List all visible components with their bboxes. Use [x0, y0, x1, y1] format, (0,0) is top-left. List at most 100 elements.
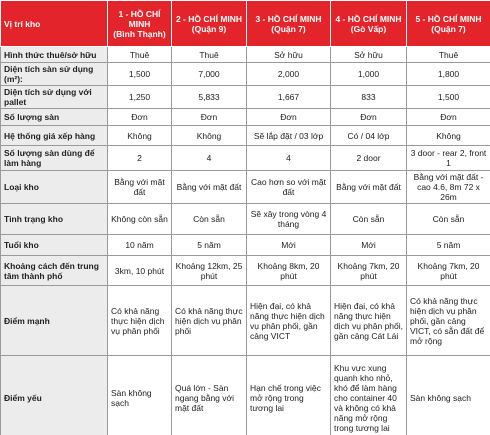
cell: 1,000 — [330, 62, 407, 86]
cell: Sàn không sạch — [406, 355, 490, 435]
cell: 833 — [330, 85, 407, 109]
row-label: Điểm mạnh — [0, 285, 108, 356]
row-label: Tuổi kho — [0, 234, 108, 256]
cell: Không — [107, 125, 172, 146]
row-label: Hình thức thuê/sở hữu — [0, 46, 108, 63]
cell: Hiện đại, có khả năng thực hiện dịch vụ … — [246, 285, 331, 356]
cell: Quá lớn - Sàn ngang bằng với mặt đất — [171, 355, 247, 435]
cell: Khu vực xung quanh kho nhỏ, khó để làm h… — [330, 355, 407, 435]
cell: Đơn — [107, 108, 172, 126]
header-cell: Vị trí kho — [0, 0, 108, 47]
cell: Đơn — [330, 108, 407, 126]
row-label: Tình trạng kho — [0, 203, 108, 235]
table-row: Loại kho Bằng với mặt đất Bằng với mặt đất… — [0, 170, 490, 204]
table-row: Số lượng sàn Đơn Đơn Đơn Đơn Đơn — [0, 108, 490, 126]
header-sub: (Quận 7) — [431, 23, 466, 34]
cell: Sở hữu — [330, 46, 407, 63]
cell: 2 — [107, 145, 172, 171]
cell: 5,833 — [171, 85, 247, 109]
cell: 2,000 — [246, 62, 331, 86]
header-sub: (Quận 7) — [271, 23, 306, 34]
cell: Có khả năng thực hiện dịch vụ phân phối — [107, 285, 172, 356]
row-label: Hệ thống giá xếp hàng — [0, 125, 108, 146]
cell: Cao hơn so với mặt đất — [246, 170, 331, 204]
cell: Thuê — [171, 46, 247, 63]
cell: Không còn sẵn — [107, 203, 172, 235]
cell: Hiện đại, có khả năng thực hiện dịch vụ … — [330, 285, 407, 356]
header-name: 2 - HỒ CHÍ MINH — [175, 13, 243, 24]
cell: Bằng với mặt đất — [107, 170, 172, 204]
cell: 2 door — [330, 145, 407, 171]
header-cell: 3 - HỒ CHÍ MINH (Quận 7) — [246, 0, 331, 47]
row-label: Khoảng cách đến trung tâm thành phố — [0, 255, 108, 286]
cell: Còn sẵn — [171, 203, 247, 235]
cell: Còn sẵn — [406, 203, 490, 235]
header-name: Vị trí kho — [4, 18, 41, 29]
cell: Mới — [246, 234, 331, 256]
cell: Không — [171, 125, 247, 146]
table-row: Diện tích sàn sử dụng (m²): 1,500 7,000 2,0… — [0, 62, 490, 86]
cell: 1,500 — [107, 62, 172, 86]
cell: 5 năm — [406, 234, 490, 256]
table-row: Điểm mạnh Có khả năng thực hiện dịch vụ p… — [0, 285, 490, 356]
cell: Không — [406, 125, 490, 146]
cell: Thuê — [107, 46, 172, 63]
table-row: Khoảng cách đến trung tâm thành phố 3km, … — [0, 255, 490, 286]
cell: Khoảng 7km, 20 phút — [330, 255, 407, 286]
table-row: Hình thức thuê/sở hữu Thuê Thuê Sở hữu Sở hữ… — [0, 46, 490, 63]
table-row: Diện tích sử dụng với pallet 1,250 5,833 1,… — [0, 85, 490, 109]
cell: 5 năm — [171, 234, 247, 256]
table-row: Số lượng sàn dùng để làm hàng 2 4 4 2 door 3 … — [0, 145, 490, 171]
header-cell: 4 - HỒ CHÍ MINH (Gò Vấp) — [330, 0, 407, 47]
cell: Đơn — [406, 108, 490, 126]
cell: 4 — [171, 145, 247, 171]
cell: Sàn không sạch — [107, 355, 172, 435]
header-sub: (Gò Vấp) — [350, 23, 387, 34]
table-row: Tuổi kho 10 năm 5 năm Mới Mới 5 năm — [0, 234, 490, 256]
cell: Bằng với mặt đất - cao 4.6, 8m 72 x 26m — [406, 170, 490, 204]
cell: Sẽ lắp đặt / 03 lớp — [246, 125, 331, 146]
cell: Khoảng 8km, 20 phút — [246, 255, 331, 286]
table-row: Hệ thống giá xếp hàng Không Không Sẽ lắp đặ… — [0, 125, 490, 146]
row-label: Số lượng sàn — [0, 108, 108, 126]
table-row: Tình trạng kho Không còn sẵn Còn sẵn Sẽ xây… — [0, 203, 490, 235]
cell: Bằng với mặt đất — [330, 170, 407, 204]
header-row: Vị trí kho 1 - HỒ CHÍ MINH (Bình Thạnh) 2 -… — [0, 0, 490, 47]
cell: Có khả năng thực hiện dịch vụ phân phối,… — [406, 285, 490, 356]
cell: Mới — [330, 234, 407, 256]
cell: Đơn — [246, 108, 331, 126]
header-name: 1 - HỒ CHÍ MINH — [118, 8, 161, 29]
cell: 10 năm — [107, 234, 172, 256]
cell: Hạn chế trong việc mở rộng trong tương l… — [246, 355, 331, 435]
cell: Khoảng 7km, 20 phút — [406, 255, 490, 286]
cell: Sở hữu — [246, 46, 331, 63]
row-label: Diện tích sàn sử dụng (m²): — [0, 62, 108, 86]
header-sub: (Bình Thạnh) — [113, 28, 166, 39]
cell: 3km, 10 phút — [107, 255, 172, 286]
row-label: Loại kho — [0, 170, 108, 204]
cell: Khoảng 12km, 25 phút — [171, 255, 247, 286]
cell: 1,500 — [406, 85, 490, 109]
cell: 1,667 — [246, 85, 331, 109]
header-name: 3 - HỒ CHÍ MINH — [255, 13, 322, 24]
cell: Còn sẵn — [330, 203, 407, 235]
cell: 4 — [246, 145, 331, 171]
cell: 1,250 — [107, 85, 172, 109]
cell: Thuê — [406, 46, 490, 63]
header-sub: (Quận 9) — [191, 23, 227, 34]
cell: 7,000 — [171, 62, 247, 86]
cell: Sẽ xây trong vòng 4 tháng — [246, 203, 331, 235]
row-label: Điểm yếu — [0, 355, 108, 435]
row-label: Số lượng sàn dùng để làm hàng — [0, 145, 108, 171]
cell: Đơn — [171, 108, 247, 126]
row-label: Diện tích sử dụng với pallet — [0, 85, 108, 109]
header-cell: 2 - HỒ CHÍ MINH (Quận 9) — [171, 0, 247, 47]
cell: Có / 04 lớp — [330, 125, 407, 146]
cell: 3 door - rear 2, front 1 — [406, 145, 490, 171]
cell: Có khả năng thực hiện dịch vụ phân phối — [171, 285, 247, 356]
header-name: 4 - HỒ CHÍ MINH — [335, 13, 402, 24]
cell: 1,800 — [406, 62, 490, 86]
cell: Bằng với mặt đất — [171, 170, 247, 204]
